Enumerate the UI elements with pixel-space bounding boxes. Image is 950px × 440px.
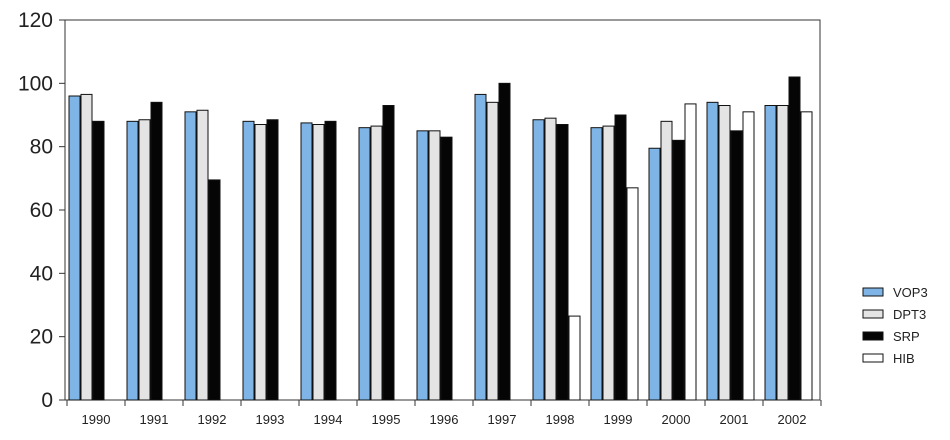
bar-dpt3: [428, 130, 441, 401]
legend-swatch-dpt3: [862, 309, 884, 319]
bar-srp: [672, 139, 685, 401]
bar-hib: [568, 315, 581, 401]
y-tick-label: 60: [30, 199, 53, 222]
bar-srp: [788, 76, 801, 401]
bar-vop3: [764, 105, 777, 401]
bar-vop3: [474, 93, 487, 401]
bar-dpt3: [602, 125, 615, 401]
bar-vop3: [68, 95, 81, 401]
legend-swatch-vop3: [862, 287, 884, 297]
bar-dpt3: [254, 124, 267, 401]
x-tick-label: 1992: [198, 412, 227, 427]
x-tick-label: 1990: [82, 412, 111, 427]
bar-vop3: [126, 120, 139, 401]
x-tick-label: 1991: [140, 412, 169, 427]
bar-vop3: [300, 122, 313, 401]
bar-hib: [626, 187, 639, 401]
bar-srp: [730, 130, 743, 401]
bar-srp: [614, 114, 627, 401]
bar-srp: [440, 136, 453, 401]
y-tick-label: 120: [18, 9, 53, 32]
bar-srp: [382, 105, 395, 401]
bar-vop3: [242, 120, 255, 401]
bar-dpt3: [544, 117, 557, 401]
bar-dpt3: [312, 124, 325, 401]
legend-label: SRP: [893, 329, 920, 344]
legend-label: VOP3: [893, 285, 928, 300]
legend-label: HIB: [893, 351, 915, 366]
bar-dpt3: [370, 125, 383, 401]
bar-srp: [266, 119, 279, 401]
x-tick-label: 1998: [546, 412, 575, 427]
bar-srp: [92, 120, 105, 401]
bar-vop3: [590, 127, 603, 401]
bar-srp: [150, 101, 163, 401]
bar-dpt3: [776, 105, 789, 401]
bar-srp: [498, 82, 511, 401]
bar-vop3: [706, 101, 719, 401]
bar-dpt3: [718, 105, 731, 401]
bar-hib: [800, 111, 813, 401]
y-tick-label: 40: [30, 262, 53, 285]
bar-dpt3: [196, 109, 209, 401]
bar-dpt3: [138, 119, 151, 401]
x-tick-label: 2002: [778, 412, 807, 427]
legend-box: [843, 280, 948, 380]
y-tick-label: 80: [30, 136, 53, 159]
y-tick-label: 0: [41, 389, 53, 412]
x-tick-label: 1996: [430, 412, 459, 427]
chart-legend: VOP3 DPT3 SRP HIB: [843, 280, 948, 380]
bar-vop3: [358, 127, 371, 401]
bar-vop3: [648, 147, 661, 401]
bar-vop3: [416, 130, 429, 401]
bar-srp: [208, 179, 221, 401]
x-tick-label: 1999: [604, 412, 633, 427]
bar-hib: [742, 111, 755, 401]
bar-srp: [324, 120, 337, 401]
x-tick-label: 1995: [372, 412, 401, 427]
bar-dpt3: [80, 93, 93, 401]
bar-vop3: [184, 111, 197, 401]
bar-dpt3: [486, 101, 499, 401]
bar-srp: [556, 124, 569, 401]
legend-swatch-hib: [862, 353, 884, 363]
x-tick-label: 1994: [314, 412, 343, 427]
legend-label: DPT3: [893, 307, 926, 322]
bar-hib: [684, 103, 697, 401]
bar-vop3: [532, 119, 545, 401]
x-tick-label: 2001: [720, 412, 749, 427]
x-tick-label: 1997: [488, 412, 517, 427]
y-tick-label: 20: [30, 326, 53, 349]
x-tick-label: 2000: [662, 412, 691, 427]
bar-dpt3: [660, 120, 673, 401]
legend-swatch-srp: [862, 331, 884, 341]
y-tick-label: 100: [18, 72, 53, 95]
plot-area: 0 20 40 60 80 100 120 1990 1991 1992 1993 1994 1995 1…: [18, 9, 822, 427]
x-tick-label: 1993: [256, 412, 285, 427]
